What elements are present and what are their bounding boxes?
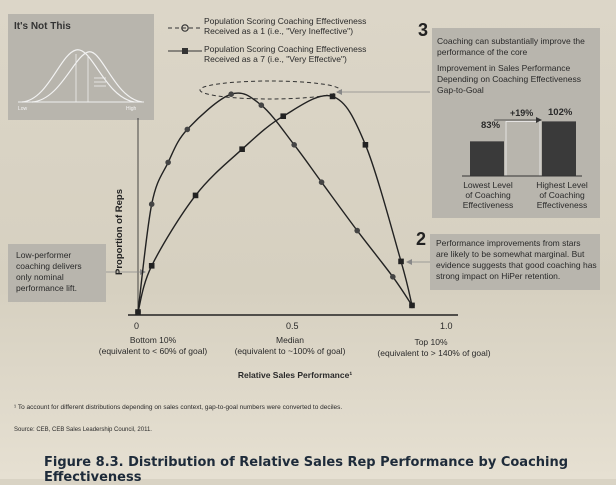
mini-bar-low-label: of Coaching bbox=[465, 190, 511, 200]
mini-bar-delta: +19% bbox=[510, 108, 534, 118]
series-2-point-8 bbox=[409, 302, 415, 309]
series-2-point-2 bbox=[192, 192, 199, 199]
mini-bar-chart bbox=[462, 117, 582, 177]
series-1-point-1 bbox=[148, 201, 155, 207]
series-1-point-4 bbox=[228, 91, 234, 97]
series-2-point-4 bbox=[280, 113, 287, 119]
callout-3-line: Depending on Coaching Effectiveness bbox=[437, 74, 581, 84]
x-tick-label-line1: Top 10% bbox=[414, 337, 448, 347]
mini-bar-high-value: 102% bbox=[548, 107, 573, 118]
inset-low-label: Low bbox=[18, 106, 28, 112]
legend-item-2-line2: Received as a 7 (i.e., "Very Effective") bbox=[204, 54, 347, 64]
callout-2-box bbox=[430, 234, 600, 290]
mini-bar-arrowhead bbox=[536, 117, 542, 123]
series-2-point-3 bbox=[239, 146, 245, 152]
callout-2-line: are likely to be somewhat marginal. But bbox=[436, 249, 585, 259]
series-1-point-7 bbox=[318, 179, 325, 185]
callout-3-line: Improvement in Sales Performance bbox=[437, 63, 571, 73]
callout-2-line: Performance improvements from stars bbox=[436, 238, 581, 248]
callout-2-number: 2 bbox=[416, 229, 427, 249]
mini-bar-high-label: Highest Level bbox=[536, 180, 588, 190]
callout-3-arrowhead bbox=[336, 89, 342, 95]
series-2-point-7 bbox=[398, 258, 404, 265]
callout-left-line: coaching delivers bbox=[16, 261, 82, 271]
y-axis-label: Proportion of Reps bbox=[114, 189, 125, 275]
legend-item-1-line2: Received as a 1 (i.e., "Very Ineffective… bbox=[204, 26, 354, 36]
inset-curves bbox=[18, 49, 144, 103]
x-tick-label-line1: Bottom 10% bbox=[129, 335, 177, 345]
callout-2-line: evidence suggests that good coaching has bbox=[436, 260, 597, 270]
mini-bar-low-label: Effectiveness bbox=[462, 200, 514, 210]
inset-high-label: High bbox=[126, 106, 137, 112]
callout-left-line: only nominal bbox=[16, 272, 64, 282]
x-tick-label-line2: (equivalent to ~100% of goal) bbox=[234, 346, 346, 356]
x-tick-value-1: 1.0 bbox=[440, 321, 453, 331]
x-tick-value-0.5: 0.5 bbox=[286, 321, 299, 331]
x-tick-label-line2: (equivalent to > 140% of goal) bbox=[377, 348, 491, 358]
series-line-1 bbox=[137, 92, 413, 313]
callout-3-number: 3 bbox=[418, 20, 429, 40]
callout-3-line: Gap-to-Goal bbox=[437, 85, 484, 95]
legend-item-1-line1: Population Scoring Coaching Effectivenes… bbox=[204, 16, 367, 26]
series-1-point-3 bbox=[184, 126, 191, 133]
mini-bar-high bbox=[542, 121, 576, 176]
mini-bar-low-label: Lowest Level bbox=[463, 180, 513, 190]
x-tick-value-0: 0 bbox=[134, 321, 140, 331]
footnote: ¹ To account for different distributions… bbox=[14, 404, 343, 411]
series-1-point-9 bbox=[390, 274, 396, 280]
series-1-point-8 bbox=[354, 227, 361, 234]
series-2-point-6 bbox=[362, 142, 369, 148]
callout-left-line: Low-performer bbox=[16, 250, 72, 260]
legend-item-2-line1: Population Scoring Coaching Effectivenes… bbox=[204, 44, 367, 54]
series-1-point-2 bbox=[165, 159, 171, 166]
series-1-point-6 bbox=[291, 142, 297, 148]
series-2-point-0 bbox=[135, 309, 141, 315]
mini-bar-low-value: 83% bbox=[481, 120, 501, 131]
legend-square-marker bbox=[182, 48, 188, 54]
mini-bar-high-label: Effectiveness bbox=[536, 200, 588, 210]
mini-bar-high-label: of Coaching bbox=[539, 190, 585, 200]
x-axis-label: Relative Sales Performance¹ bbox=[237, 370, 353, 380]
callout-left-box bbox=[8, 244, 106, 302]
legend-circle-marker bbox=[181, 24, 189, 32]
callout-2-arrowhead bbox=[406, 259, 412, 265]
source: Source: CEB, CEB Sales Leadership Counci… bbox=[14, 427, 152, 433]
series-2-point-5 bbox=[329, 93, 336, 100]
x-tick-label-line1: Median bbox=[276, 335, 304, 345]
callout-3-line: Coaching can substantially improve the bbox=[437, 36, 585, 46]
callout-3-line: performance of the core bbox=[437, 47, 528, 57]
series-1-point-5 bbox=[258, 102, 265, 108]
series-line-2 bbox=[137, 94, 413, 313]
x-tick-label-line2: (equivalent to < 60% of goal) bbox=[98, 346, 208, 356]
inset-title: It's Not This bbox=[14, 21, 71, 32]
callout-2-line: strong impact on HiPer retention. bbox=[436, 271, 561, 281]
figure-caption: Figure 8.3. Distribution of Relative Sal… bbox=[44, 455, 569, 485]
inset-box: It's Not This Low High bbox=[8, 14, 154, 120]
series-2-point-1 bbox=[148, 263, 155, 269]
legend-symbols bbox=[168, 24, 202, 54]
mini-bar-low bbox=[470, 141, 504, 176]
callout-left-line: performance lift. bbox=[16, 283, 77, 293]
